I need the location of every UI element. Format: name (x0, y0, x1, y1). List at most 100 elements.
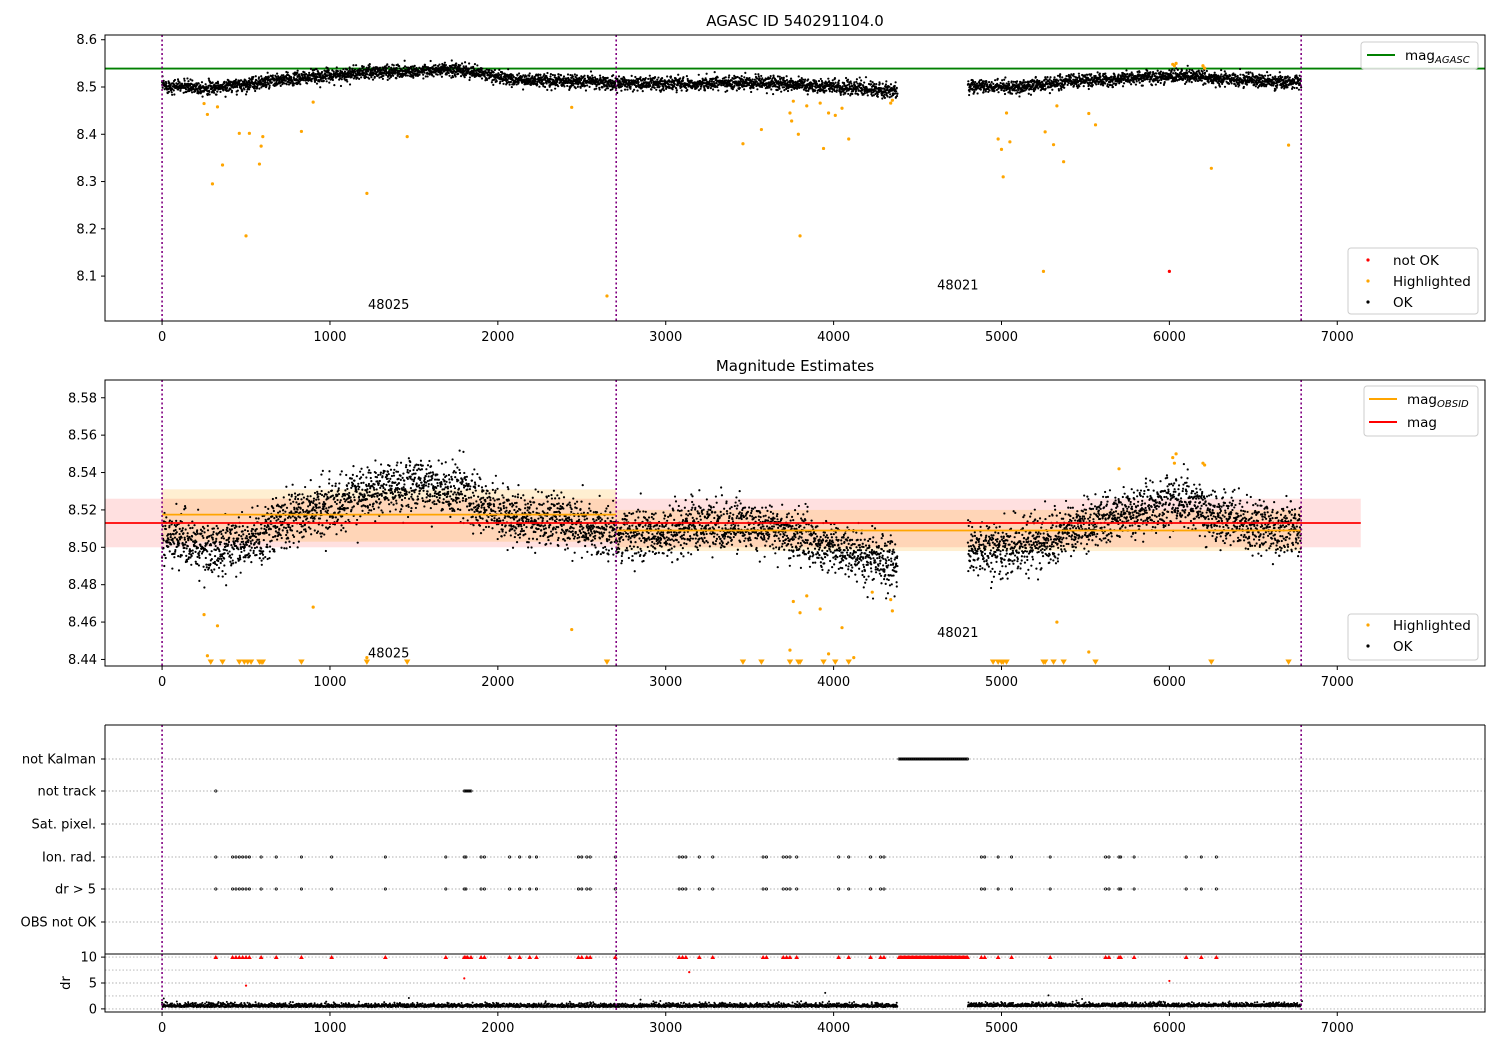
ok-point (675, 77, 677, 79)
ok-point (194, 90, 196, 92)
ok-point (510, 81, 512, 83)
ok-point (217, 82, 219, 84)
ok-point (346, 80, 348, 82)
ok-point (181, 83, 183, 85)
ok-point (349, 68, 351, 70)
ok-point (370, 76, 372, 78)
ok-point (606, 85, 608, 87)
ok-point (351, 68, 353, 70)
ok-point (554, 88, 556, 90)
ok-point (423, 72, 425, 74)
ok-point (464, 61, 466, 63)
ok-point (538, 86, 540, 88)
ok-point (481, 77, 483, 79)
ok-point (511, 86, 513, 88)
ok-point (285, 80, 287, 82)
ok-point (366, 73, 368, 75)
agasc-magnitude-panel: AGASC ID 540291104.048025480210 1000 2000 3… (76, 12, 1485, 345)
ok-point (374, 76, 376, 78)
ok-point (165, 82, 167, 84)
ok-point (344, 70, 346, 72)
ok-point (358, 78, 360, 80)
ok-point (237, 90, 239, 92)
ok-point (212, 81, 214, 83)
ok-point (396, 67, 398, 69)
ok-point (213, 92, 215, 94)
ok-point (328, 69, 330, 71)
ok-point (367, 70, 369, 72)
ok-point (656, 78, 658, 80)
ok-point (577, 86, 579, 88)
ok-point (276, 73, 278, 75)
ok-point (488, 69, 490, 71)
ok-point (464, 76, 466, 78)
ok-point (657, 76, 659, 78)
ok-point (546, 72, 548, 74)
ok-point (452, 76, 454, 78)
ok-point (588, 86, 590, 88)
ok-point (252, 78, 254, 80)
ok-point (498, 69, 500, 71)
ok-point (618, 75, 620, 77)
ok-point (674, 83, 676, 85)
ok-point (534, 80, 536, 82)
ok-point (296, 72, 298, 74)
ok-point (327, 67, 329, 69)
ok-point (368, 78, 370, 80)
ok-point (208, 78, 210, 80)
ok-point (567, 73, 569, 75)
ok-point (516, 74, 518, 76)
ok-point (337, 70, 339, 72)
ok-point (258, 76, 260, 78)
ok-point (566, 85, 568, 87)
ok-point (575, 87, 577, 89)
ok-point (507, 68, 509, 70)
ok-point (444, 62, 446, 64)
ok-point (260, 75, 262, 77)
ok-point (280, 85, 282, 87)
ok-point (554, 74, 556, 76)
ok-point (311, 78, 313, 80)
ok-point (427, 75, 429, 77)
ok-point (387, 79, 389, 81)
ok-point (216, 91, 218, 93)
ok-point (460, 75, 462, 77)
ok-point (647, 78, 649, 80)
ok-point (474, 63, 476, 65)
ok-point (611, 88, 613, 90)
ok-point (659, 85, 661, 87)
ok-point (243, 88, 245, 90)
ok-point (563, 75, 565, 77)
ok-point (174, 79, 176, 81)
ok-point (455, 65, 457, 67)
ok-point (626, 88, 628, 90)
ok-point (661, 77, 663, 79)
ok-point (546, 89, 548, 91)
ok-point (663, 89, 665, 91)
ok-point (537, 73, 539, 75)
ok-point (576, 74, 578, 76)
ok-point (493, 71, 495, 73)
ok-point (536, 84, 538, 86)
ok-point (639, 76, 641, 78)
ok-point (360, 76, 362, 78)
ok-point (496, 80, 498, 82)
ok-point (310, 68, 312, 70)
ok-point (170, 84, 172, 86)
ok-point (173, 89, 175, 91)
ok-point (355, 64, 357, 66)
ok-point (599, 88, 601, 90)
ok-point (236, 86, 238, 88)
ok-point (201, 81, 203, 83)
ok-point (437, 74, 439, 76)
ok-point (509, 84, 511, 86)
ok-point (352, 64, 354, 66)
ok-point (297, 70, 299, 72)
ok-point (637, 81, 639, 83)
ok-point (434, 64, 436, 66)
ok-point (268, 76, 270, 78)
ok-point (492, 84, 494, 86)
ok-point (562, 77, 564, 79)
ok-point (249, 86, 251, 88)
